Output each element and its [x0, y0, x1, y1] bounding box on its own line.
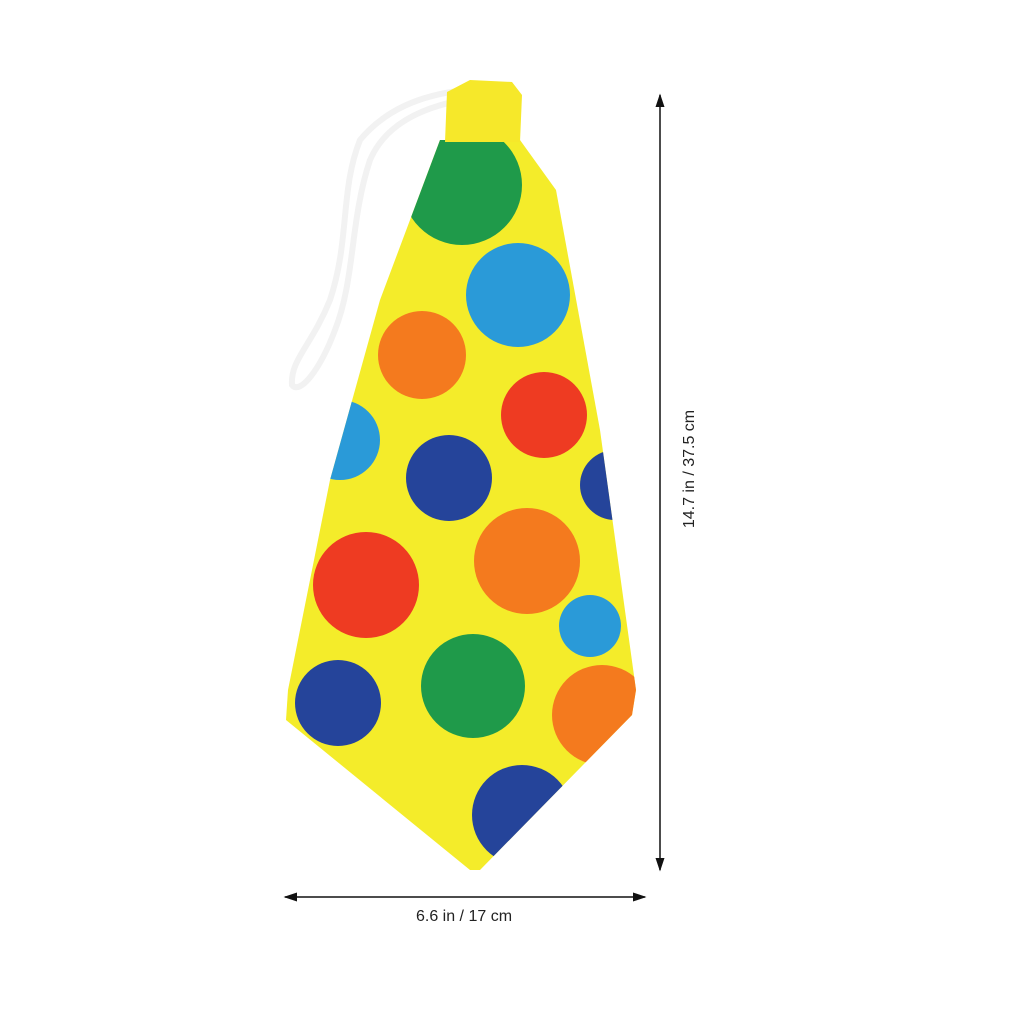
- polka-dot-green: [402, 140, 522, 245]
- height-label: 14.7 in / 37.5 cm: [681, 409, 698, 529]
- polka-dot-navy: [472, 765, 572, 865]
- polka-dot-navy: [295, 660, 381, 746]
- polka-dot-green: [421, 634, 525, 738]
- polka-dot-navy: [580, 450, 636, 520]
- polka-dot-navy: [406, 435, 492, 521]
- polka-dot-orange: [378, 311, 466, 399]
- elastic-strap: [288, 87, 466, 390]
- polka-dot-blue: [300, 400, 380, 480]
- polka-dot-red: [313, 532, 419, 638]
- polka-dot-orange: [474, 508, 580, 614]
- tie-knot: [445, 80, 522, 142]
- width-label: 6.6 in / 17 cm: [415, 908, 513, 925]
- polka-dot-blue: [466, 243, 570, 347]
- polka-dot-orange: [552, 665, 636, 765]
- polka-dot-blue: [559, 595, 621, 657]
- polka-dot-red: [501, 372, 587, 458]
